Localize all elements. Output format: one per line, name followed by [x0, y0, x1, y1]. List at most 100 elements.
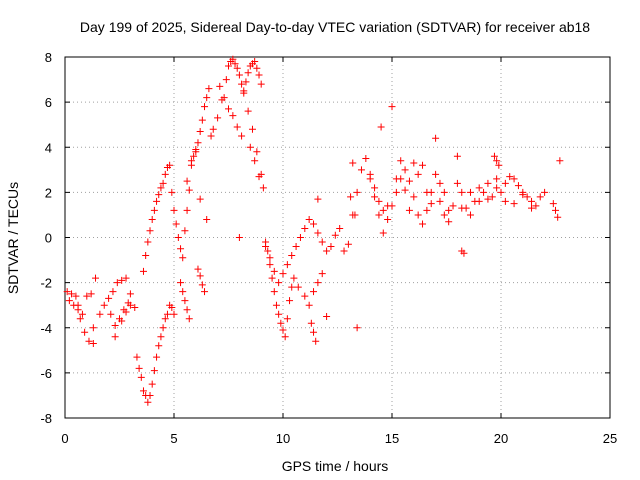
- data-point: [253, 148, 261, 156]
- data-point: [150, 367, 158, 375]
- data-point: [89, 324, 97, 332]
- x-tick-labels: 0 5 10 15 20 25: [61, 431, 617, 446]
- data-point: [288, 252, 296, 260]
- data-point: [501, 197, 509, 205]
- data-point: [78, 310, 86, 318]
- data-point: [242, 78, 250, 86]
- data-point: [259, 184, 267, 192]
- data-point: [142, 252, 150, 260]
- data-point: [244, 107, 252, 115]
- data-point: [556, 157, 564, 165]
- data-point: [314, 279, 322, 287]
- data-point: [183, 206, 191, 214]
- data-point: [414, 211, 422, 219]
- data-point: [229, 112, 237, 120]
- data-point: [318, 270, 326, 278]
- data-point: [351, 211, 359, 219]
- data-point: [89, 340, 97, 348]
- data-point: [375, 211, 383, 219]
- data-point: [139, 387, 147, 395]
- data-point: [440, 188, 448, 196]
- data-point: [554, 213, 562, 221]
- data-point: [506, 173, 514, 181]
- x-tick-label: 5: [170, 431, 177, 446]
- data-point: [146, 391, 154, 399]
- data-point: [453, 152, 461, 160]
- data-point: [183, 177, 191, 185]
- data-point: [423, 188, 431, 196]
- y-tick-label: 6: [45, 95, 52, 110]
- data-point: [203, 215, 211, 223]
- data-point: [203, 94, 211, 102]
- data-point: [146, 227, 154, 235]
- data-point: [81, 328, 89, 336]
- data-point: [198, 116, 206, 124]
- data-point: [196, 127, 204, 135]
- data-point: [233, 123, 241, 131]
- data-point: [192, 146, 200, 154]
- data-point: [201, 103, 209, 111]
- data-point: [362, 155, 370, 163]
- data-point: [166, 161, 174, 169]
- y-tick-label: 0: [45, 231, 52, 246]
- data-point: [255, 173, 263, 181]
- data-point: [410, 159, 418, 167]
- data-point: [251, 157, 259, 165]
- data-point: [201, 288, 209, 296]
- data-point: [312, 337, 320, 345]
- data-point: [231, 60, 239, 68]
- data-point: [366, 175, 374, 183]
- data-point: [157, 184, 165, 192]
- data-point: [244, 69, 252, 77]
- data-point: [63, 288, 71, 296]
- data-point: [144, 238, 152, 246]
- data-point: [528, 204, 536, 212]
- data-point: [323, 247, 331, 255]
- data-point: [501, 179, 509, 187]
- data-point: [288, 283, 296, 291]
- data-point: [510, 200, 518, 208]
- data-point: [286, 297, 294, 305]
- data-point: [268, 274, 276, 282]
- data-point: [253, 64, 261, 72]
- data-point: [168, 188, 176, 196]
- data-point: [497, 188, 505, 196]
- data-point: [131, 303, 139, 311]
- data-point: [314, 195, 322, 203]
- chart-title: Day 199 of 2025, Sidereal Day-to-day VTE…: [80, 19, 590, 35]
- data-point: [336, 224, 344, 232]
- data-point: [510, 175, 518, 183]
- data-point: [318, 238, 326, 246]
- data-point: [392, 175, 400, 183]
- data-point: [314, 229, 322, 237]
- data-point: [74, 306, 82, 314]
- data-point: [216, 82, 224, 90]
- data-point: [262, 243, 270, 251]
- x-tick-label: 20: [494, 431, 508, 446]
- data-point: [388, 103, 396, 111]
- data-point: [331, 231, 339, 239]
- data-point: [196, 195, 204, 203]
- data-point: [327, 243, 335, 251]
- data-point: [251, 58, 259, 66]
- data-point: [266, 261, 274, 269]
- data-point: [353, 188, 361, 196]
- data-point: [532, 202, 540, 210]
- x-axis-label: GPS time / hours: [282, 458, 389, 474]
- data-point: [68, 290, 76, 298]
- data-point: [480, 188, 488, 196]
- data-point: [414, 170, 422, 178]
- data-point: [196, 272, 204, 280]
- data-points: [63, 55, 564, 406]
- data-point: [484, 195, 492, 203]
- data-point: [323, 312, 331, 320]
- data-point: [270, 288, 278, 296]
- data-point: [177, 245, 185, 253]
- y-tick-label: -4: [40, 321, 52, 336]
- data-point: [266, 254, 274, 262]
- data-point: [307, 319, 315, 327]
- data-point: [85, 337, 93, 345]
- data-point: [283, 315, 291, 323]
- data-point: [488, 193, 496, 201]
- data-point: [460, 249, 468, 257]
